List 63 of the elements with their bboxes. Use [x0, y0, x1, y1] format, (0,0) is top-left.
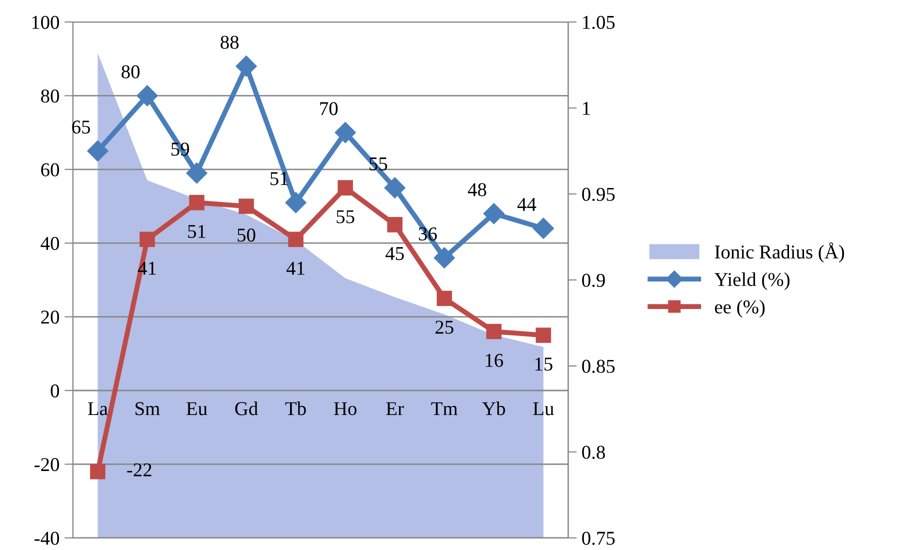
y2-tick-label: 0.85 [582, 360, 615, 373]
data-label: 50 [238, 228, 256, 242]
x-tick-label: Tb [285, 402, 306, 416]
data-label: 44 [517, 198, 536, 211]
y2-tick-label: 0.95 [582, 188, 615, 201]
y-tick-label: 40 [40, 236, 60, 250]
y-tick-label: 20 [41, 310, 60, 324]
legend-label: Yield (%) [714, 272, 790, 290]
y-tick-label: -40 [34, 532, 60, 545]
x-tick-label: La [88, 402, 108, 416]
data-label: 48 [468, 183, 486, 196]
point [90, 464, 106, 480]
y2-tick-label: 1.05 [583, 16, 615, 30]
data-label: 41 [286, 262, 304, 275]
point [285, 192, 306, 214]
data-label: 45 [386, 247, 404, 260]
y2-tick-label: 0.9 [582, 274, 605, 287]
y-tick-label: 0 [50, 384, 60, 398]
x-tick-label: Er [386, 402, 404, 416]
point [87, 140, 108, 162]
point [436, 290, 452, 306]
legend-label: Ionic Radius (Å) [714, 242, 844, 263]
point [288, 232, 304, 248]
point [140, 232, 155, 248]
data-label: 80 [122, 65, 140, 78]
y-tick-label: 80 [41, 90, 60, 103]
y-tick-label: 100 [32, 16, 60, 29]
x-tick-label: Lu [533, 402, 554, 416]
x-tick-label: Sm [136, 402, 160, 416]
point [189, 194, 204, 210]
point [236, 56, 257, 77]
point [186, 162, 208, 184]
data-label: 70 [320, 102, 338, 116]
y-tick-label: 60 [41, 163, 60, 176]
x-tick-label: Tm [431, 402, 458, 416]
data-label: 16 [486, 354, 504, 367]
data-label: -22 [127, 463, 152, 476]
point [536, 328, 552, 343]
data-label: 15 [535, 358, 552, 371]
legend-label: ee (%) [714, 300, 765, 318]
point [238, 198, 254, 214]
point [532, 218, 554, 239]
data-label: 51 [188, 224, 206, 238]
x-tick-label: Gd [235, 402, 258, 416]
data-label: 25 [436, 320, 454, 334]
point [434, 247, 455, 268]
point [387, 217, 402, 232]
data-label: 88 [220, 36, 239, 49]
x-tick-label: Ho [334, 402, 356, 416]
data-label: 55 [336, 210, 354, 224]
point [486, 324, 502, 340]
y2-tick-label: 0.75 [582, 532, 615, 545]
y2-tick-label: 0.8 [582, 446, 605, 459]
y-tick-label: -20 [34, 458, 60, 472]
point [483, 203, 504, 224]
x-tick-label: Yb [482, 402, 506, 416]
point [384, 177, 406, 198]
point [334, 122, 356, 144]
point [136, 85, 158, 106]
data-label: 65 [72, 120, 90, 134]
y2-tick-label: 1 [583, 102, 590, 115]
x-tick-label: Eu [186, 402, 208, 416]
point [338, 180, 353, 196]
